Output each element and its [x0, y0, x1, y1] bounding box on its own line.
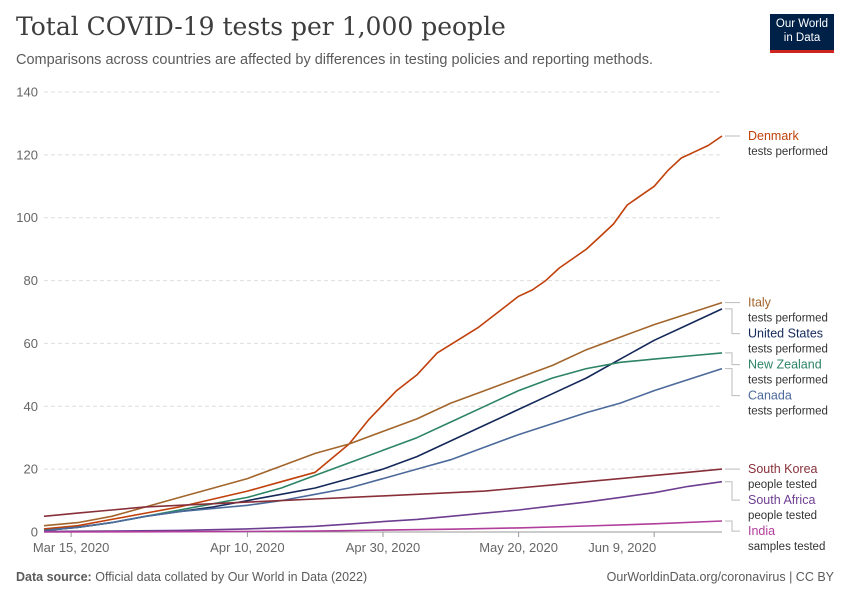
- series-metric-denmark: tests performed: [748, 146, 828, 158]
- y-tick-label: 120: [16, 147, 38, 162]
- y-tick-label: 60: [24, 336, 38, 351]
- owid-logo[interactable]: Our World in Data: [770, 14, 834, 53]
- y-tick-label: 80: [24, 273, 38, 288]
- y-tick-label: 40: [24, 399, 38, 414]
- x-tick-label: Jun 9, 2020: [588, 540, 656, 555]
- series-metric-canada: tests performed: [748, 406, 828, 418]
- footer-link[interactable]: OurWorldinData.org/coronavirus | CC BY: [606, 570, 834, 584]
- y-tick-label: 0: [31, 525, 38, 540]
- series-metric-india: samples tested: [748, 541, 825, 553]
- x-tick-label: Mar 15, 2020: [33, 540, 110, 555]
- label-connector-india: [725, 520, 740, 532]
- series-label-new-zealand: New Zealand: [748, 358, 822, 372]
- y-tick-label: 140: [16, 85, 38, 100]
- series-label-south-korea: South Korea: [748, 462, 818, 476]
- series-label-south-africa: South Africa: [748, 493, 815, 507]
- series-line-india: [43, 520, 723, 533]
- series-metric-new-zealand: tests performed: [748, 375, 828, 387]
- chart-subtitle: Comparisons across countries are affecte…: [16, 52, 654, 68]
- series-metric-south-korea: people tested: [748, 479, 817, 491]
- y-tick-label: 100: [16, 210, 38, 225]
- data-source-label: Data source:: [16, 570, 92, 584]
- label-connector-canada: [725, 368, 740, 397]
- series-metric-south-africa: people tested: [748, 510, 817, 522]
- y-tick-label: 20: [24, 462, 38, 477]
- series-metric-italy: tests performed: [748, 313, 828, 325]
- label-connector-united-states: [725, 308, 740, 335]
- series-label-india: India: [748, 524, 775, 538]
- series-label-denmark: Denmark: [748, 129, 799, 143]
- series-label-canada: Canada: [748, 389, 792, 403]
- series-line-canada: [43, 367, 723, 532]
- x-tick-label: Apr 10, 2020: [210, 540, 284, 555]
- series-label-united-states: United States: [748, 327, 823, 341]
- series-label-italy: Italy: [748, 296, 772, 310]
- logo-line-2: in Data: [783, 32, 821, 44]
- series-line-south-africa: [43, 480, 723, 533]
- series-line-new-zealand: [43, 352, 723, 532]
- series-metric-united-states: tests performed: [748, 344, 828, 356]
- label-connector-south-africa: [725, 481, 740, 501]
- data-source-text: Official data collated by Our World in D…: [95, 570, 368, 584]
- label-connector-new-zealand: [725, 352, 740, 366]
- x-tick-label: Apr 30, 2020: [346, 540, 420, 555]
- chart-title: Total COVID-19 tests per 1,000 people: [16, 12, 506, 41]
- series-line-italy: [43, 301, 723, 527]
- series-line-south-korea: [43, 468, 723, 518]
- logo-line-1: Our World: [775, 18, 829, 30]
- series-line-denmark: [43, 135, 723, 530]
- x-tick-label: May 20, 2020: [479, 540, 558, 555]
- data-source: Data source: Official data collated by O…: [16, 570, 367, 584]
